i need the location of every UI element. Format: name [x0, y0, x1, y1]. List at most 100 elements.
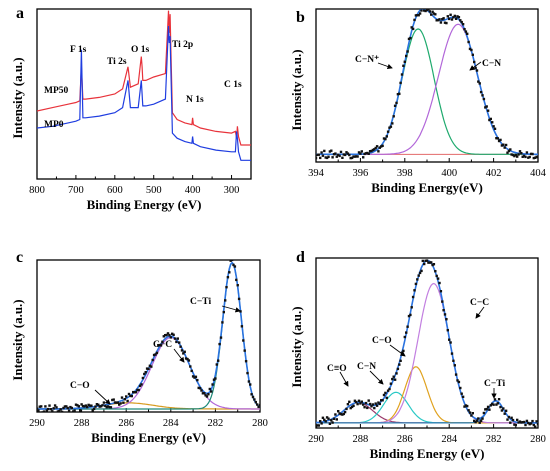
x-axis-label: Binding Energy (eV) [87, 197, 202, 212]
data-point [328, 422, 332, 425]
data-point [323, 418, 326, 421]
data-point [416, 14, 419, 17]
data-point [410, 26, 413, 29]
data-point [496, 137, 499, 140]
data-point [486, 109, 490, 112]
data-point [507, 415, 511, 419]
data-point [509, 148, 512, 151]
data-point [58, 410, 61, 412]
data-point [210, 390, 213, 393]
data-point [474, 421, 477, 424]
data-point [116, 401, 119, 404]
data-point [432, 12, 436, 15]
data-point [88, 404, 92, 407]
annotation-arrow [339, 371, 349, 387]
data-point [127, 392, 131, 396]
peak-annotation: C 1s [224, 80, 242, 90]
data-point [359, 402, 362, 405]
plot-area [37, 260, 260, 412]
plot-area [316, 259, 538, 428]
data-point [427, 261, 430, 264]
data-point [148, 364, 152, 367]
data-point [375, 145, 379, 148]
data-point [396, 93, 400, 96]
data-point [55, 406, 58, 409]
data-point [341, 156, 344, 159]
data-point [169, 336, 172, 339]
fit-envelope [316, 259, 538, 424]
data-point [104, 404, 107, 408]
data-point [475, 419, 479, 422]
data-point [343, 153, 347, 157]
data-point [529, 422, 533, 425]
data-point [414, 282, 418, 286]
data-point [330, 149, 333, 152]
x-tick-label: 396 [353, 168, 369, 179]
data-point [516, 418, 519, 422]
data-point [534, 425, 537, 428]
data-point [328, 150, 332, 153]
data-point [463, 405, 466, 408]
x-tick-label: 800 [29, 185, 45, 196]
panel-b: 394 396 398 400 402 404 Binding Energy(eV) Inte… [289, 8, 547, 195]
data-point [59, 408, 62, 411]
data-point [466, 32, 469, 35]
data-point [102, 401, 106, 404]
x-axis-label: Binding Energy(eV) [371, 180, 483, 195]
data-point [337, 410, 340, 413]
data-point [400, 73, 404, 76]
x-tick-label: 700 [68, 185, 84, 196]
data-point [175, 340, 178, 344]
data-point [249, 383, 252, 386]
data-point [402, 349, 405, 353]
data-point [323, 149, 326, 153]
data-point [445, 318, 448, 321]
data-point [473, 60, 476, 64]
data-point [362, 403, 365, 406]
data-point [204, 394, 207, 397]
data-point [235, 278, 238, 282]
data-point [224, 299, 227, 302]
data-point [366, 406, 369, 410]
data-point [524, 155, 527, 159]
data-point [488, 118, 491, 122]
x-tick-label: 402 [486, 168, 502, 179]
data-point [357, 399, 361, 402]
data-point [109, 406, 113, 409]
data-point [500, 409, 504, 412]
data-point [391, 377, 394, 381]
data-point [456, 379, 459, 382]
data-point [405, 54, 408, 58]
plot-area [37, 10, 251, 161]
data-point [486, 405, 490, 409]
data-point [510, 153, 513, 156]
data-point [168, 333, 171, 337]
data-point [70, 406, 73, 410]
data-point [79, 409, 82, 412]
data-point [162, 335, 165, 338]
data-point [331, 421, 334, 424]
data-point [74, 403, 78, 406]
x-tick-label: 500 [146, 185, 162, 196]
series-line-mp0 [37, 25, 251, 161]
data-point [222, 310, 225, 314]
x-tick-label: 280 [530, 434, 546, 445]
series-label: MP50 [44, 86, 69, 96]
data-point [187, 359, 191, 362]
data-point [366, 151, 369, 155]
data-point [125, 395, 128, 398]
data-point [345, 151, 348, 154]
annotation-arrow [221, 305, 241, 313]
data-point [489, 117, 492, 121]
data-point [407, 314, 411, 318]
data-point [325, 156, 329, 160]
plot-frame [315, 8, 539, 163]
data-point [485, 407, 488, 411]
data-point [112, 398, 115, 401]
data-point [389, 125, 393, 128]
data-point [257, 405, 260, 409]
data-point [226, 276, 230, 279]
data-point [69, 405, 72, 409]
data-point [208, 387, 211, 391]
data-point [386, 389, 390, 392]
